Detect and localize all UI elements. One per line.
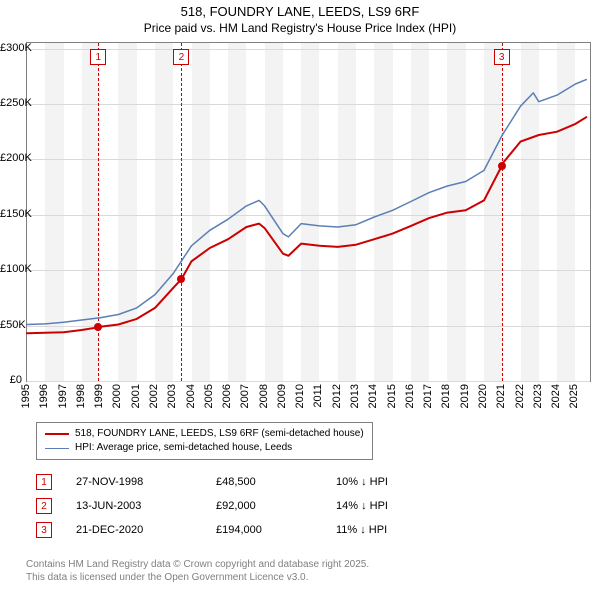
chart-title: 518, FOUNDRY LANE, LEEDS, LS9 6RF: [0, 0, 600, 21]
footer-line: Contains HM Land Registry data © Crown c…: [26, 558, 369, 571]
sale-delta: 10% ↓ HPI: [336, 476, 456, 488]
x-tick-label: 2000: [111, 384, 123, 408]
x-tick-label: 1999: [93, 384, 105, 408]
sales-table: 1 27-NOV-1998£48,50010% ↓ HPI 2 13-JUN-2003…: [36, 470, 456, 542]
sale-price: £48,500: [216, 476, 336, 488]
x-tick-label: 2022: [514, 384, 526, 408]
x-tick-label: 2007: [239, 384, 251, 408]
sale-delta: 14% ↓ HPI: [336, 500, 456, 512]
grid-line: [27, 381, 590, 382]
legend-swatch-hpi: [45, 448, 69, 449]
sale-price: £194,000: [216, 524, 336, 536]
legend-label-hpi: HPI: Average price, semi-detached house,…: [75, 441, 292, 455]
attribution-footer: Contains HM Land Registry data © Crown c…: [26, 558, 369, 584]
series-line-hpi: [27, 80, 586, 325]
series-svg: [27, 43, 590, 381]
x-tick-label: 2005: [203, 384, 215, 408]
sale-row: 2 13-JUN-2003£92,00014% ↓ HPI: [36, 494, 456, 518]
x-tick-label: 2024: [550, 384, 562, 408]
footer-line: This data is licensed under the Open Gov…: [26, 571, 369, 584]
y-tick-label: £300K: [0, 42, 22, 54]
y-tick-label: £50K: [0, 319, 22, 331]
plot-area: 123: [26, 42, 591, 382]
y-tick-label: £250K: [0, 97, 22, 109]
x-tick-label: 2017: [422, 384, 434, 408]
x-tick-label: 2016: [404, 384, 416, 408]
x-tick-label: 2018: [440, 384, 452, 408]
sale-row: 3 21-DEC-2020£194,00011% ↓ HPI: [36, 518, 456, 542]
chart-subtitle: Price paid vs. HM Land Registry's House …: [0, 21, 600, 35]
legend: 518, FOUNDRY LANE, LEEDS, LS9 6RF (semi-…: [36, 422, 373, 460]
x-tick-label: 2012: [331, 384, 343, 408]
x-tick-label: 2011: [312, 384, 324, 408]
x-tick-label: 2013: [349, 384, 361, 408]
legend-item-hpi: HPI: Average price, semi-detached house,…: [45, 441, 364, 455]
sale-row-marker: 3: [36, 522, 52, 538]
sale-row-marker: 1: [36, 474, 52, 490]
x-tick-label: 2001: [130, 384, 142, 408]
x-tick-label: 2008: [258, 384, 270, 408]
sale-delta: 11% ↓ HPI: [336, 524, 456, 536]
y-tick-label: £0: [0, 374, 22, 386]
x-tick-label: 1996: [38, 384, 50, 408]
x-tick-label: 1995: [20, 384, 32, 408]
x-tick-label: 2006: [221, 384, 233, 408]
sale-row: 1 27-NOV-1998£48,50010% ↓ HPI: [36, 470, 456, 494]
sale-date: 21-DEC-2020: [76, 524, 216, 536]
x-tick-label: 2025: [568, 384, 580, 408]
x-tick-label: 2009: [276, 384, 288, 408]
x-tick-label: 2004: [185, 384, 197, 408]
y-tick-label: £100K: [0, 263, 22, 275]
x-tick-label: 2019: [459, 384, 471, 408]
sale-date: 27-NOV-1998: [76, 476, 216, 488]
x-tick-label: 2010: [294, 384, 306, 408]
y-tick-label: £200K: [0, 152, 22, 164]
sale-price: £92,000: [216, 500, 336, 512]
x-tick-label: 1998: [75, 384, 87, 408]
x-tick-label: 2021: [495, 384, 507, 408]
x-tick-label: 2003: [166, 384, 178, 408]
legend-item-property: 518, FOUNDRY LANE, LEEDS, LS9 6RF (semi-…: [45, 427, 364, 441]
sale-row-marker: 2: [36, 498, 52, 514]
y-tick-label: £150K: [0, 208, 22, 220]
legend-label-property: 518, FOUNDRY LANE, LEEDS, LS9 6RF (semi-…: [75, 427, 364, 441]
sale-date: 13-JUN-2003: [76, 500, 216, 512]
x-tick-label: 2014: [367, 384, 379, 408]
legend-swatch-property: [45, 433, 69, 435]
x-tick-label: 1997: [57, 384, 69, 408]
x-tick-label: 2015: [386, 384, 398, 408]
x-tick-label: 2020: [477, 384, 489, 408]
x-tick-label: 2023: [532, 384, 544, 408]
x-tick-label: 2002: [148, 384, 160, 408]
series-line-property: [27, 117, 586, 333]
